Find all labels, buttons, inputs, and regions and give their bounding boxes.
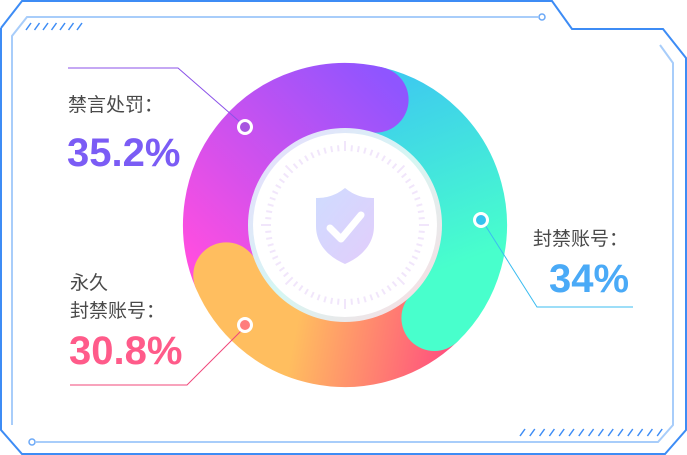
tick-mark — [405, 178, 412, 184]
tick-mark — [416, 243, 423, 247]
tick-mark — [363, 147, 367, 154]
tick-mark — [278, 178, 285, 184]
tick-mark — [414, 249, 421, 254]
tick-mark — [356, 297, 360, 304]
leader-line-permanent-ban — [70, 330, 242, 386]
tick-mark — [381, 288, 386, 295]
tick-mark — [418, 217, 425, 220]
tick-mark — [391, 281, 398, 287]
tick-mark — [265, 230, 272, 233]
tick-mark — [310, 152, 315, 159]
leader-line-ban-speech — [68, 67, 241, 123]
slice-ban-account — [366, 67, 507, 342]
tick-mark — [298, 285, 304, 292]
tick-mark — [411, 255, 418, 260]
shield-check-icon — [316, 188, 374, 264]
tick-mark — [337, 298, 340, 305]
tick-mark — [283, 172, 289, 179]
leader-line-ban-account — [484, 224, 633, 308]
tick-mark — [292, 163, 299, 169]
tick-mark — [266, 236, 273, 240]
tick-mark — [283, 271, 289, 278]
tick-mark — [369, 149, 374, 156]
tick-mark — [278, 266, 285, 272]
marker-permanent-ban — [237, 317, 253, 333]
slice-label-ban-account: 封禁账号： — [533, 228, 629, 250]
slice-ban-speech — [183, 63, 384, 289]
slice-value-permanent-ban: 30.8% — [69, 329, 183, 373]
tick-mark — [272, 255, 279, 260]
tick-mark — [391, 163, 398, 169]
tick-mark — [298, 158, 304, 165]
slice-ban-account-cap — [401, 284, 468, 351]
marker-ban-speech — [237, 119, 253, 135]
tick-mark — [316, 294, 321, 301]
tick-mark — [396, 276, 406, 286]
tick-mark — [350, 298, 353, 305]
tick-mark — [330, 297, 334, 304]
tick-mark — [267, 203, 274, 207]
tick-mark — [304, 155, 309, 162]
tick-mark — [275, 261, 282, 266]
tick-mark — [386, 158, 392, 165]
tick-mark — [416, 203, 423, 207]
slice-value-ban-account: 34% — [549, 257, 630, 301]
tick-mark — [323, 296, 327, 303]
tick-mark — [386, 285, 392, 292]
tick-mark — [417, 210, 424, 214]
tick-mark — [401, 172, 407, 179]
slice-ban-speech-cap — [342, 66, 409, 133]
tick-mark — [401, 271, 407, 278]
tick-mark — [417, 236, 424, 240]
tick-mark — [269, 249, 276, 254]
tick-mark — [405, 266, 412, 272]
tick-mark — [330, 146, 334, 153]
tick-mark — [272, 190, 279, 195]
tick-mark — [381, 155, 386, 162]
tick-mark — [275, 184, 282, 189]
tick-mark — [292, 281, 299, 287]
tick-mark — [337, 145, 340, 152]
tick-mark — [369, 294, 374, 301]
tick-mark — [269, 196, 276, 201]
tick-mark — [363, 296, 367, 303]
tick-mark — [356, 146, 360, 153]
tick-mark — [408, 184, 415, 189]
tick-mark — [323, 147, 327, 154]
tick-mark — [375, 291, 380, 298]
tick-mark — [350, 145, 353, 152]
tick-mark — [414, 196, 421, 201]
tick-mark — [310, 291, 315, 298]
slice-label-permanent-line2: 封禁账号： — [70, 300, 166, 322]
slice-value-ban-speech: 35.2% — [67, 131, 181, 175]
tick-mark — [304, 288, 309, 295]
tick-mark — [266, 210, 273, 214]
slice-label-ban-speech: 禁言处罚： — [68, 94, 164, 116]
center-ticks — [261, 141, 429, 309]
tick-mark — [316, 149, 321, 156]
tick-mark — [375, 152, 380, 159]
tick-mark — [411, 190, 418, 195]
slice-label-permanent-line1: 永久 — [70, 272, 109, 294]
slice-permanent-ban — [195, 261, 458, 387]
slice-permanent-ban-cap — [193, 242, 260, 309]
tick-mark — [418, 230, 425, 233]
tick-mark — [284, 164, 294, 174]
tick-mark — [396, 164, 406, 174]
marker-ban-account — [473, 212, 489, 228]
tick-mark — [265, 217, 272, 220]
tick-mark — [408, 261, 415, 266]
tick-mark — [284, 276, 294, 286]
tick-mark — [267, 243, 274, 247]
